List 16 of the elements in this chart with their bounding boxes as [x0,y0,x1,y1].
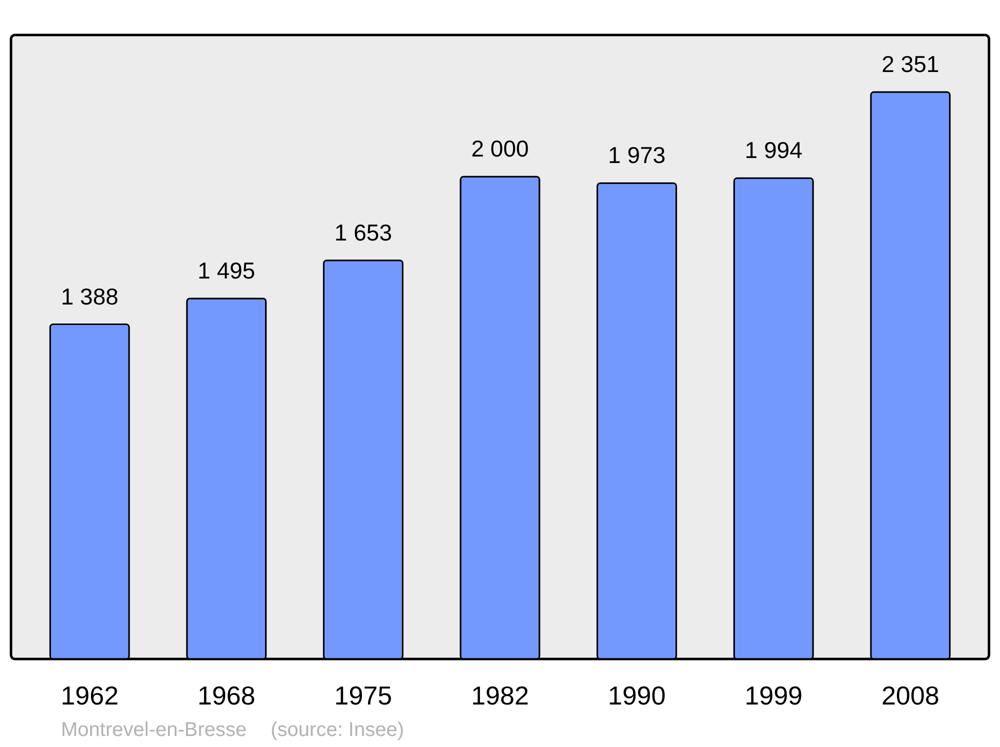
x-tick-label: 1990 [608,680,666,710]
x-tick-label: 1999 [744,680,803,710]
data-label: 1 973 [608,142,666,168]
text: Montrevel-en-Bresse [61,719,247,741]
data-label: 1 495 [198,257,256,284]
x-tick-label: 1962 [60,680,119,710]
x-tick-label: 1968 [197,680,256,710]
data-label: 2 000 [471,136,529,162]
x-tick-label: 1975 [334,680,392,710]
text: (source: Insee) [270,719,404,741]
x-tick-label: 2008 [881,680,940,710]
data-label: 1 994 [744,137,803,164]
data-label: 2 351 [882,51,940,77]
x-tick-label: 1982 [471,680,529,710]
data-label: 1 388 [60,283,118,310]
data-label: 1 653 [334,219,392,246]
